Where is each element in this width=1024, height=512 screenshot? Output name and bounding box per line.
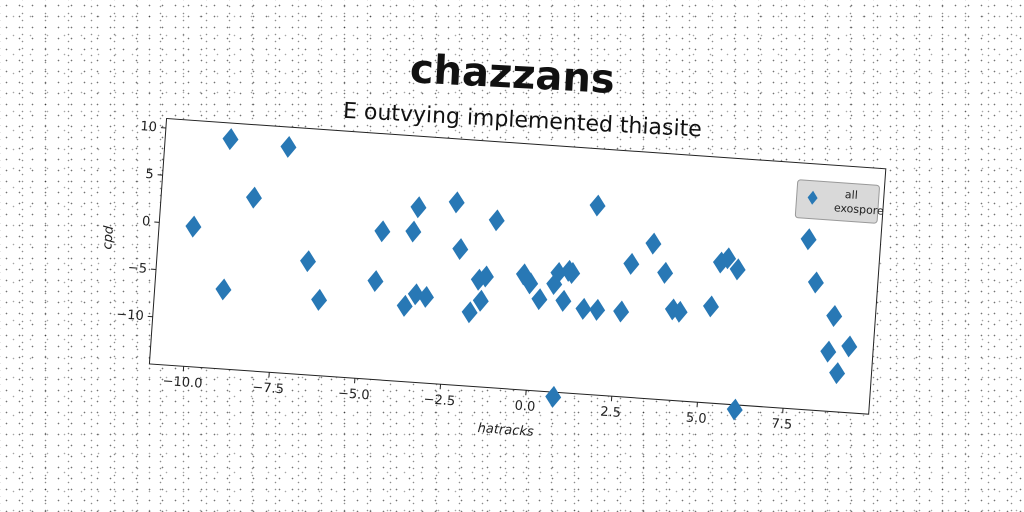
data-point xyxy=(826,305,843,327)
data-point xyxy=(645,232,662,255)
data-point xyxy=(418,285,434,308)
data-point xyxy=(726,398,743,421)
data-point xyxy=(215,278,232,301)
y-tick-label: 10 xyxy=(140,119,158,135)
data-point xyxy=(800,228,817,251)
x-tick-label: −5.0 xyxy=(337,386,370,403)
y-tick-label: −10 xyxy=(116,307,144,324)
data-point xyxy=(472,289,489,312)
data-point xyxy=(550,262,567,284)
data-point xyxy=(545,385,562,408)
data-point xyxy=(664,298,681,321)
x-tick-label: 2.5 xyxy=(600,404,622,420)
data-point xyxy=(702,295,719,318)
data-point xyxy=(671,300,688,323)
y-axis-label: cpd xyxy=(100,225,117,250)
data-point xyxy=(280,135,297,158)
data-point xyxy=(841,335,858,358)
data-point xyxy=(407,283,424,306)
x-tick-label: 7.5 xyxy=(771,416,793,432)
x-tick-label: −10.0 xyxy=(162,374,203,392)
data-point xyxy=(531,288,548,311)
data-point xyxy=(374,220,391,243)
y-tick-label: −5 xyxy=(127,261,147,277)
legend-label: all exospore xyxy=(834,187,886,217)
axes-frame xyxy=(148,117,887,415)
data-point xyxy=(589,298,606,321)
x-tick-label: 0.0 xyxy=(514,399,536,415)
data-point xyxy=(613,300,630,323)
data-point xyxy=(589,194,606,217)
data-point xyxy=(564,262,581,284)
data-point xyxy=(555,289,572,312)
data-point xyxy=(367,270,384,293)
data-point xyxy=(729,258,746,281)
plot-area: −10.0 −7.5 −5.0 −2.5 0.0 2.5 5.0 7.5 1050−5−10 … xyxy=(100,117,887,440)
x-tick-label: −2.5 xyxy=(423,392,456,409)
data-point xyxy=(829,362,846,385)
data-point xyxy=(245,186,262,209)
x-tick-label: 5.0 xyxy=(685,410,707,426)
data-point xyxy=(448,191,465,214)
data-point xyxy=(396,294,413,317)
y-tick-label: 5 xyxy=(145,167,154,183)
data-point xyxy=(720,247,737,270)
data-point xyxy=(515,263,532,286)
data-point xyxy=(222,128,239,151)
legend-box xyxy=(794,179,880,224)
data-point xyxy=(657,261,674,284)
data-point xyxy=(300,250,317,273)
data-point xyxy=(522,272,539,295)
data-point xyxy=(807,271,824,294)
data-point xyxy=(575,297,592,320)
data-point xyxy=(477,265,494,288)
data-points xyxy=(185,128,858,421)
data-point xyxy=(410,196,427,219)
legend-marker xyxy=(807,190,818,205)
data-point xyxy=(820,340,837,363)
legend[interactable]: all exospore xyxy=(794,179,886,224)
y-tick-label: 0 xyxy=(142,214,151,230)
data-point xyxy=(185,215,202,238)
x-axis-ticks: −10.0 −7.5 −5.0 −2.5 0.0 2.5 5.0 7.5 xyxy=(162,366,793,433)
data-point xyxy=(488,209,505,232)
y-axis-ticks: 10 5 0 −5 −10 xyxy=(116,119,166,324)
data-point xyxy=(405,220,422,243)
data-point xyxy=(461,301,478,324)
data-point xyxy=(452,238,469,261)
x-axis-label: hatracks xyxy=(477,421,534,440)
x-tick-label: −7.5 xyxy=(252,380,285,397)
data-point xyxy=(311,288,328,311)
data-point xyxy=(623,252,640,275)
